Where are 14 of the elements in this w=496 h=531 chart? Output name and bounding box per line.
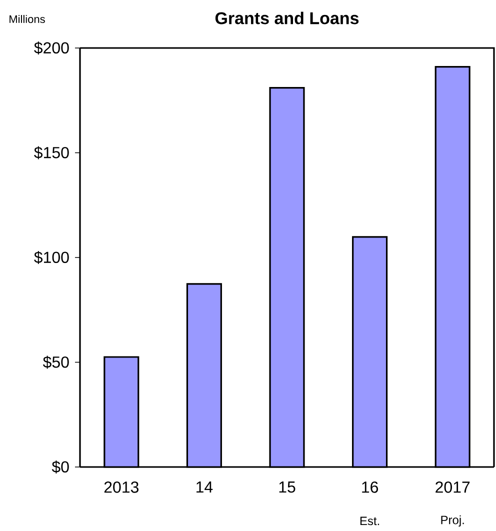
- chart-title: Grants and Loans: [215, 12, 359, 24]
- x-tick-label: 2013: [104, 482, 138, 493]
- text: Est.: [360, 516, 380, 526]
- x-tick-label: 14: [196, 482, 213, 493]
- y-tick-label: $100: [34, 251, 69, 264]
- y-tick-label: $150: [34, 146, 69, 160]
- text: Proj.: [441, 515, 464, 527]
- y-axis-title: Millions: [10, 14, 45, 24]
- x-tick-label: 2017: [436, 482, 470, 493]
- x-tick-label: 16: [362, 482, 378, 493]
- y-tick-label: $50: [42, 356, 69, 369]
- y-tick-label: $200: [34, 42, 69, 54]
- y-tick-label: $0: [52, 460, 69, 474]
- x-tick-label: 15: [279, 482, 296, 493]
